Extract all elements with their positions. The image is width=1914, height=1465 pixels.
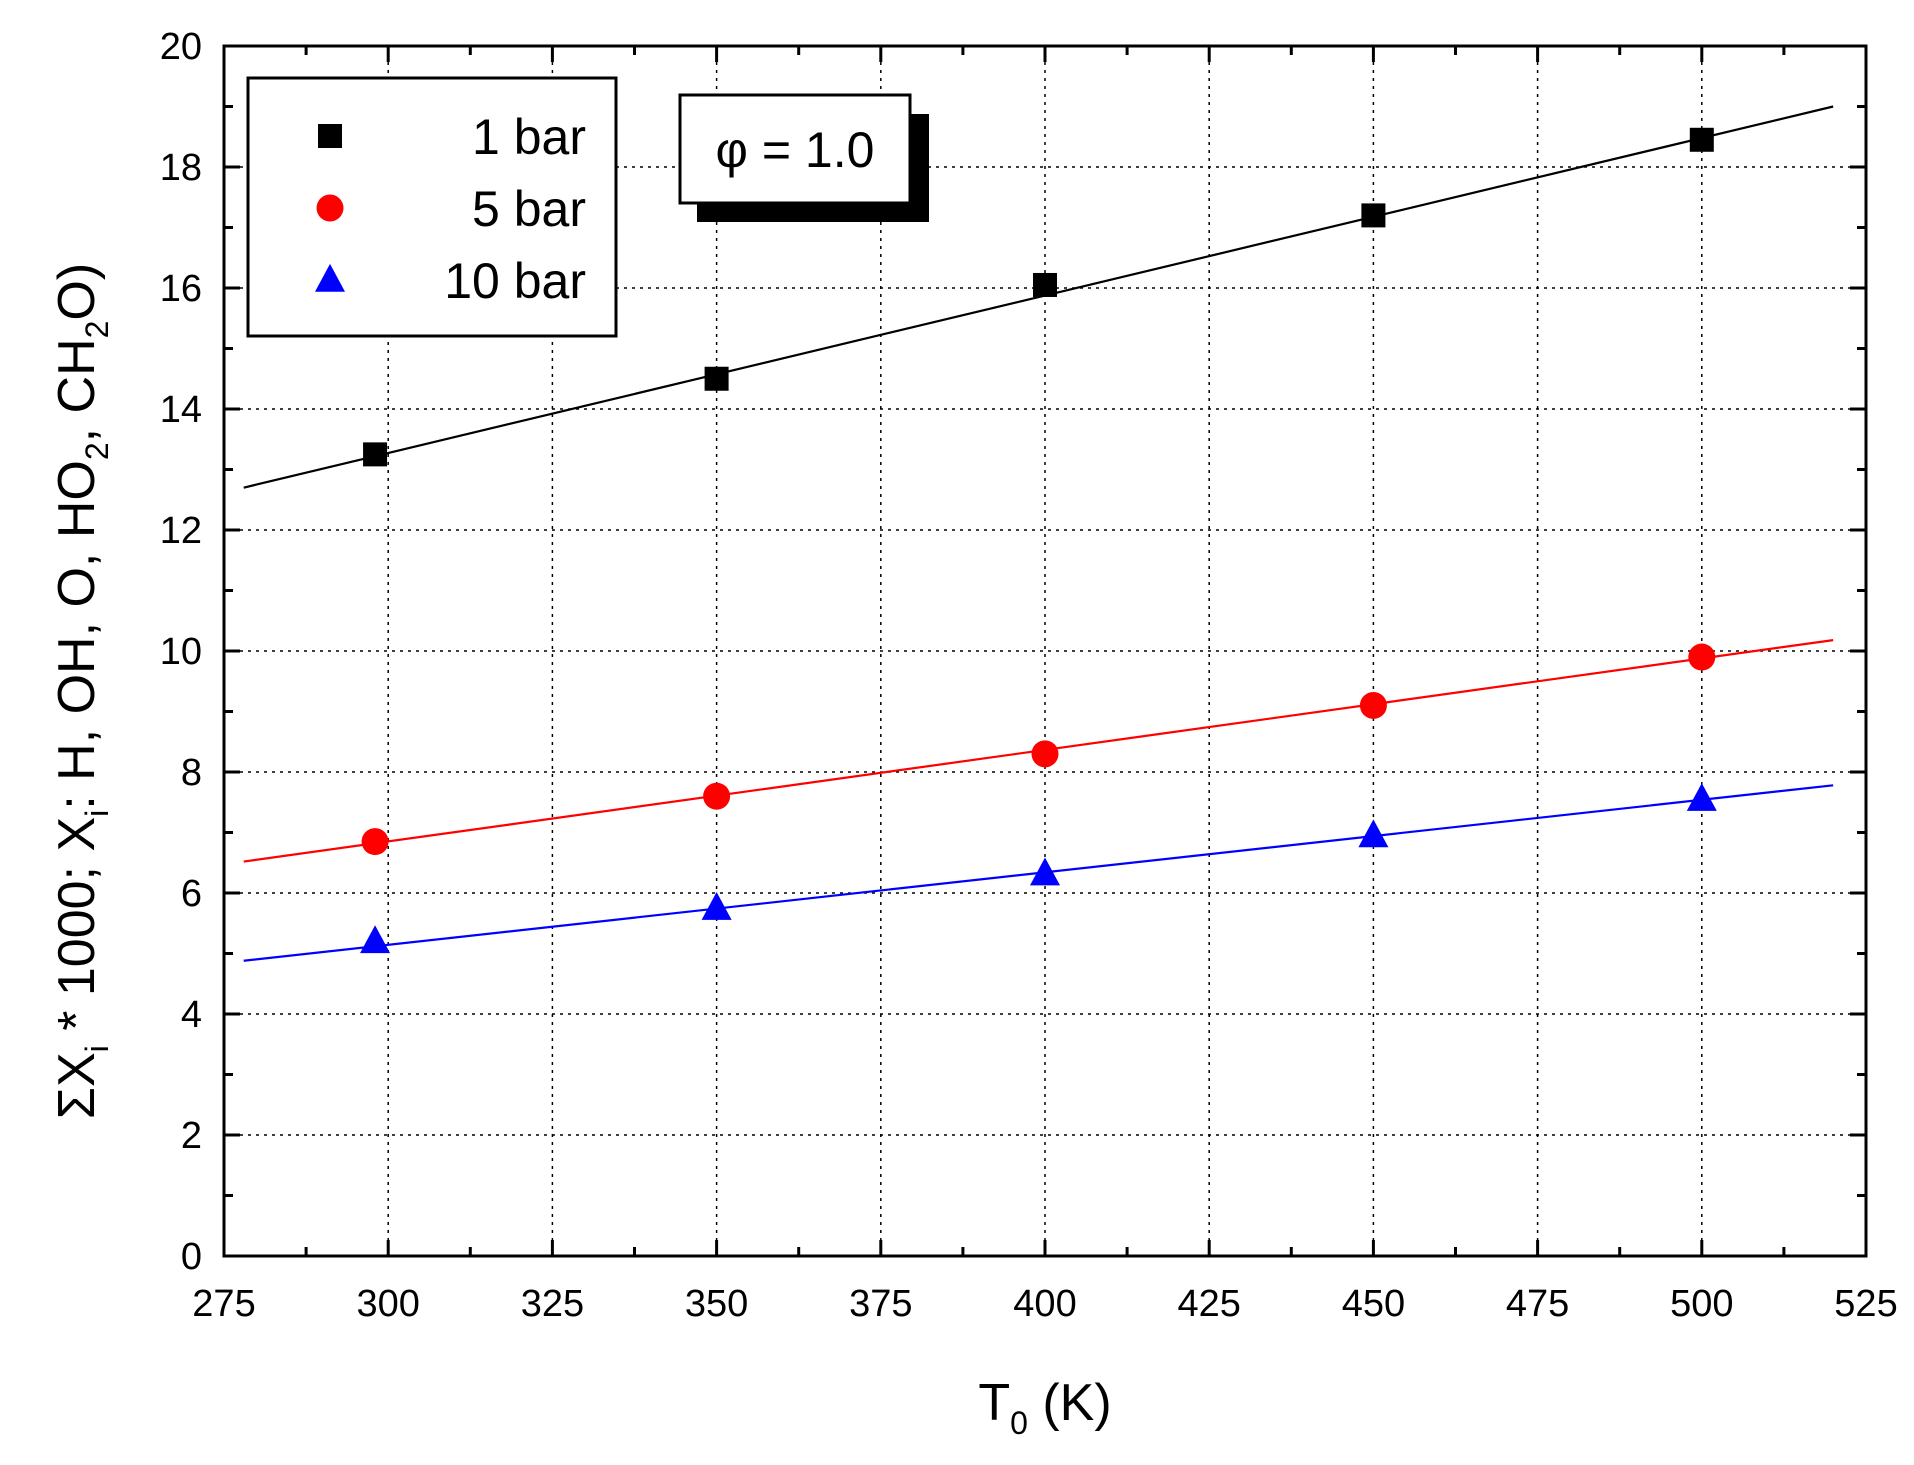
data-point-10-bar [1358,819,1389,848]
annotation-box [678,93,912,205]
data-points [360,127,1717,954]
x-tick-label: 450 [1342,1283,1405,1325]
y-tick-label: 18 [160,147,202,189]
plot-frame [222,44,1868,1258]
data-point-10-bar [1686,783,1717,811]
x-tick-label: 275 [192,1283,255,1325]
x-tick-label: 500 [1670,1283,1733,1325]
data-point-1-bar [1689,127,1714,152]
y-tick-label: 4 [181,994,202,1036]
data-point-1-bar [1361,203,1386,228]
x-tick-label: 475 [1506,1283,1569,1325]
y-tick-label: 2 [181,1115,202,1157]
legend-label: 5 bar [472,181,586,237]
legend-box [246,76,618,338]
data-point-5-bar [1359,691,1387,719]
x-tick-label: 325 [521,1283,584,1325]
data-point-5-bar [1688,643,1716,671]
x-tick-label: 300 [356,1283,419,1325]
x-axis-title: T0 (K) [978,1374,1111,1441]
y-tick-label: 8 [181,752,202,794]
y-tick-label: 16 [160,268,202,310]
x-tick-label: 400 [1013,1283,1076,1325]
data-point-5-bar [703,782,731,810]
legend: 1 bar 5 bar 10 bar [246,76,618,338]
data-point-1-bar [1033,272,1057,297]
data-point-5-bar [1031,740,1059,768]
annotation-text: φ = 1.0 [716,122,875,178]
y-tick-label: 14 [160,389,202,431]
y-tick-label: 6 [181,873,202,915]
data-point-5-bar [361,828,389,856]
data-point-1-bar [704,366,729,391]
x-tick-label: 350 [685,1283,748,1325]
legend-marker-1-bar [318,124,342,148]
fit-line-1-bar [243,105,1834,489]
x-tick-label: 425 [1177,1283,1240,1325]
y-tick-label: 10 [160,631,202,673]
legend-marker-5-bar [316,194,344,222]
legend-marker-10-bar [315,263,345,292]
y-tick-label: 0 [181,1236,202,1278]
data-point-10-bar [1030,857,1060,886]
grid-lines [224,46,1866,1256]
y-tick-label: 12 [160,510,202,552]
y-axis-title: ΣXi * 1000; Xi: H, OH, O, HO2, CH2O) [48,263,115,1119]
phi-annotation: φ = 1.0 [678,93,929,222]
legend-label: 1 bar [472,109,586,165]
x-tick-label: 525 [1834,1283,1897,1325]
data-point-1-bar [363,442,388,467]
x-tick-label: 375 [849,1283,912,1325]
legend-label: 10 bar [444,253,586,309]
tick-labels: 275 300 325 350 375 400 425 450 475 500 525 0 2 4 6 8 10… [160,26,1898,1325]
data-point-10-bar [360,925,391,954]
y-tick-label: 20 [160,26,202,68]
data-point-10-bar [701,892,732,920]
